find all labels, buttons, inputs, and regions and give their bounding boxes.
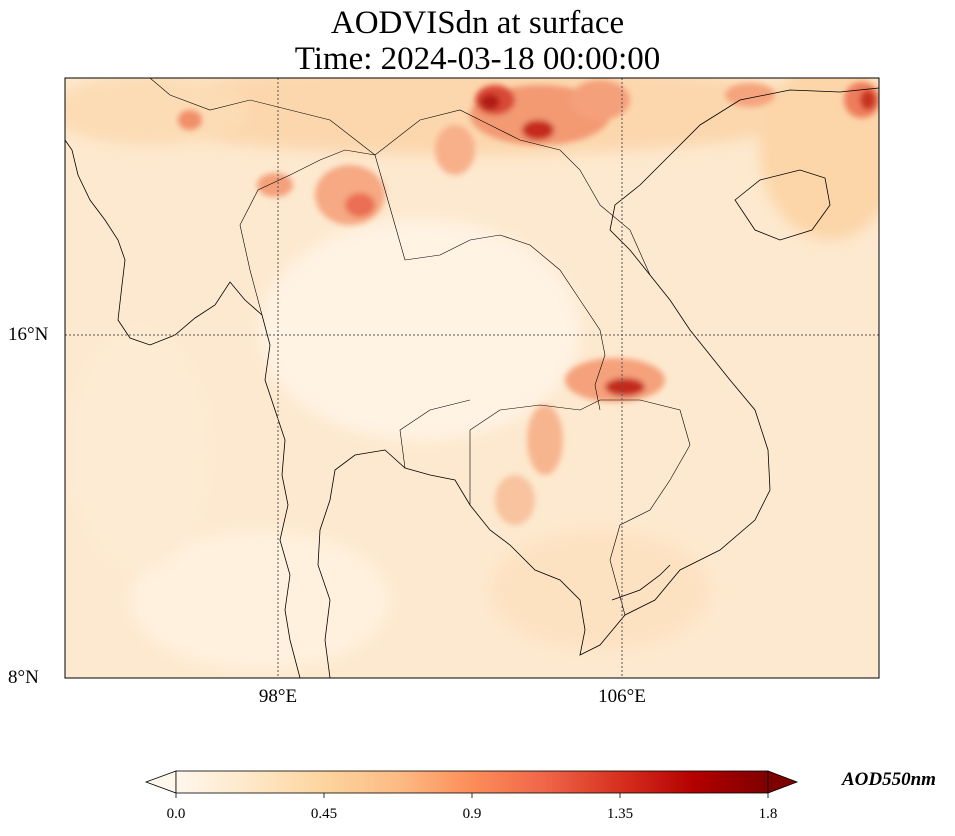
thai-gulf-coast	[317, 87, 879, 678]
colorbar-tick-label-1: 0.45	[310, 806, 338, 822]
laos-china-border	[374, 109, 601, 206]
map-title: AODVISdn at surface	[330, 5, 625, 41]
myanmar-coast	[65, 139, 301, 678]
hotspot-myanmar-north	[178, 110, 202, 130]
aod-field	[65, 78, 879, 678]
hotspot-laos-north-core	[480, 94, 500, 110]
map-time-subtitle: Time: 2024-03-18 00:00:00	[294, 41, 661, 77]
lat-label-16n: 16°N	[8, 324, 49, 345]
thailand-cambodia-border	[399, 399, 471, 469]
aod-mid-mekong-delta	[490, 530, 710, 650]
aod-low-west	[70, 330, 210, 570]
colorbar-tick-marks	[175, 793, 769, 798]
country-borders	[149, 78, 691, 616]
hainan-island	[734, 169, 831, 241]
hotspot-south-laos-core	[605, 378, 645, 396]
laos-border-north	[404, 234, 606, 411]
gridlines	[65, 78, 879, 678]
aod-hotspots	[178, 80, 879, 525]
aod-mid-east	[760, 78, 879, 240]
colorbar-tick-label-2: 0.9	[462, 806, 482, 822]
myanmar-china-border	[149, 78, 376, 156]
lat-label-8n: 8°N	[8, 667, 39, 688]
colorbar-gradient	[175, 770, 769, 794]
aod-low-south	[130, 530, 390, 670]
aod-mid-north	[110, 78, 830, 155]
colorbar-unit-label: AOD550nm	[842, 769, 936, 790]
colorbar-tick-label-0: 0.0	[166, 806, 186, 822]
lon-label-106e: 106°E	[598, 686, 646, 707]
aod-low-central	[260, 220, 580, 440]
colorbar-tick-label-3: 1.35	[606, 806, 634, 822]
aod-mid-northwest	[65, 78, 250, 145]
colorbar-extend-min	[144, 770, 177, 794]
hotspot-myanmar-border	[257, 173, 293, 197]
aod-background-shading	[65, 78, 879, 670]
colorbar-tick-label-4: 1.8	[758, 806, 778, 822]
coastlines	[65, 87, 879, 678]
hotspot-north-thailand-core	[345, 193, 375, 217]
hotspot-laos-north-core-2	[522, 120, 554, 140]
hotspot-cambodia-north	[527, 405, 563, 475]
cambodia-border	[469, 399, 691, 616]
thailand-myanmar-border	[239, 149, 406, 316]
hotspot-north-laos-diffuse	[435, 125, 475, 175]
hotspot-guangdong	[725, 83, 775, 107]
hotspot-yunnan	[570, 80, 630, 120]
hotspot-cambodia-west	[495, 475, 535, 525]
hotspot-guangxi-core	[860, 90, 876, 110]
colorbar-extend-max	[767, 770, 799, 794]
map-frame	[64, 77, 880, 679]
borneo-fragment	[611, 564, 671, 601]
vietnam-laos-border	[599, 204, 651, 276]
lon-label-98e: 98°E	[258, 686, 298, 707]
